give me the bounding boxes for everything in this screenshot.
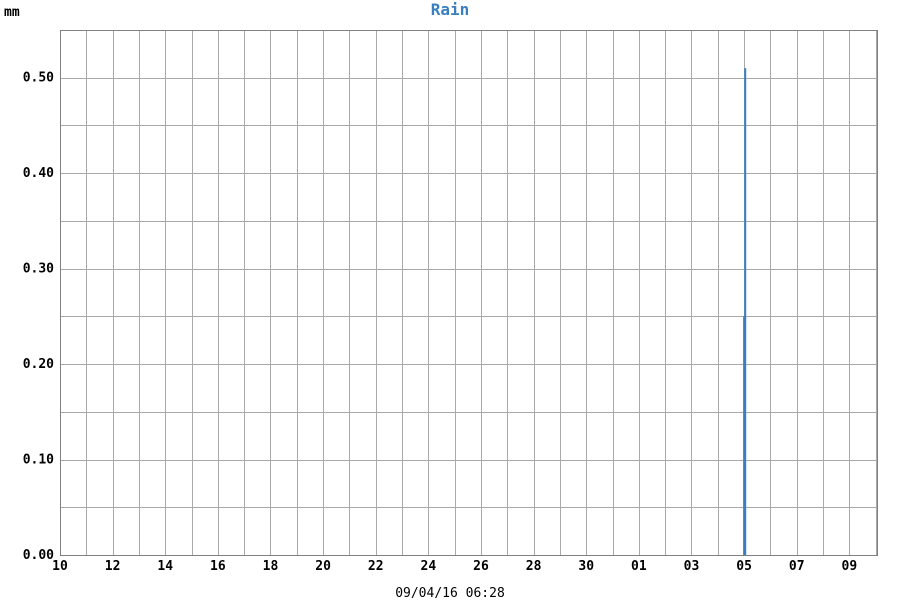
x-tick-label: 30 — [578, 559, 594, 574]
x-tick-label: 09 — [842, 559, 858, 574]
y-tick-label: 0.30 — [23, 262, 54, 277]
x-tick-label: 10 — [52, 559, 68, 574]
x-tick-label: 20 — [315, 559, 331, 574]
x-tick-label: 12 — [105, 559, 121, 574]
x-tick-label: 18 — [263, 559, 279, 574]
x-tick-label: 01 — [631, 559, 647, 574]
x-tick-label: 26 — [473, 559, 489, 574]
x-axis-timestamp-label: 09/04/16 06:28 — [395, 586, 505, 600]
y-tick-label: 0.20 — [23, 357, 54, 372]
x-tick-label: 05 — [736, 559, 752, 574]
grid — [60, 30, 877, 556]
plot-border — [60, 30, 878, 556]
y-tick-label: 0.00 — [23, 548, 54, 563]
rain-bar — [744, 68, 747, 555]
y-tick-label: 0.50 — [23, 71, 54, 86]
y-tick-label: 0.10 — [23, 453, 54, 468]
y-tick-label: 0.40 — [23, 166, 54, 181]
x-tick-label: 07 — [789, 559, 805, 574]
bars — [743, 68, 747, 555]
x-tick-label: 03 — [684, 559, 700, 574]
axes — [60, 30, 878, 556]
rain-bar — [743, 316, 746, 555]
x-tick-label: 16 — [210, 559, 226, 574]
x-tick-label: 22 — [368, 559, 384, 574]
y-axis-unit-label: mm — [4, 5, 20, 20]
x-tick-label: 28 — [526, 559, 542, 574]
x-tick-label: 24 — [421, 559, 437, 574]
x-tick-labels: 10 12 14 16 18 20 22 24 26 28 30 01 03 05 07 09 — [52, 559, 857, 574]
chart-title: Rain — [431, 0, 470, 19]
y-tick-labels: 0.00 0.10 0.20 0.30 0.40 0.50 — [23, 71, 54, 563]
x-tick-label: 14 — [157, 559, 173, 574]
